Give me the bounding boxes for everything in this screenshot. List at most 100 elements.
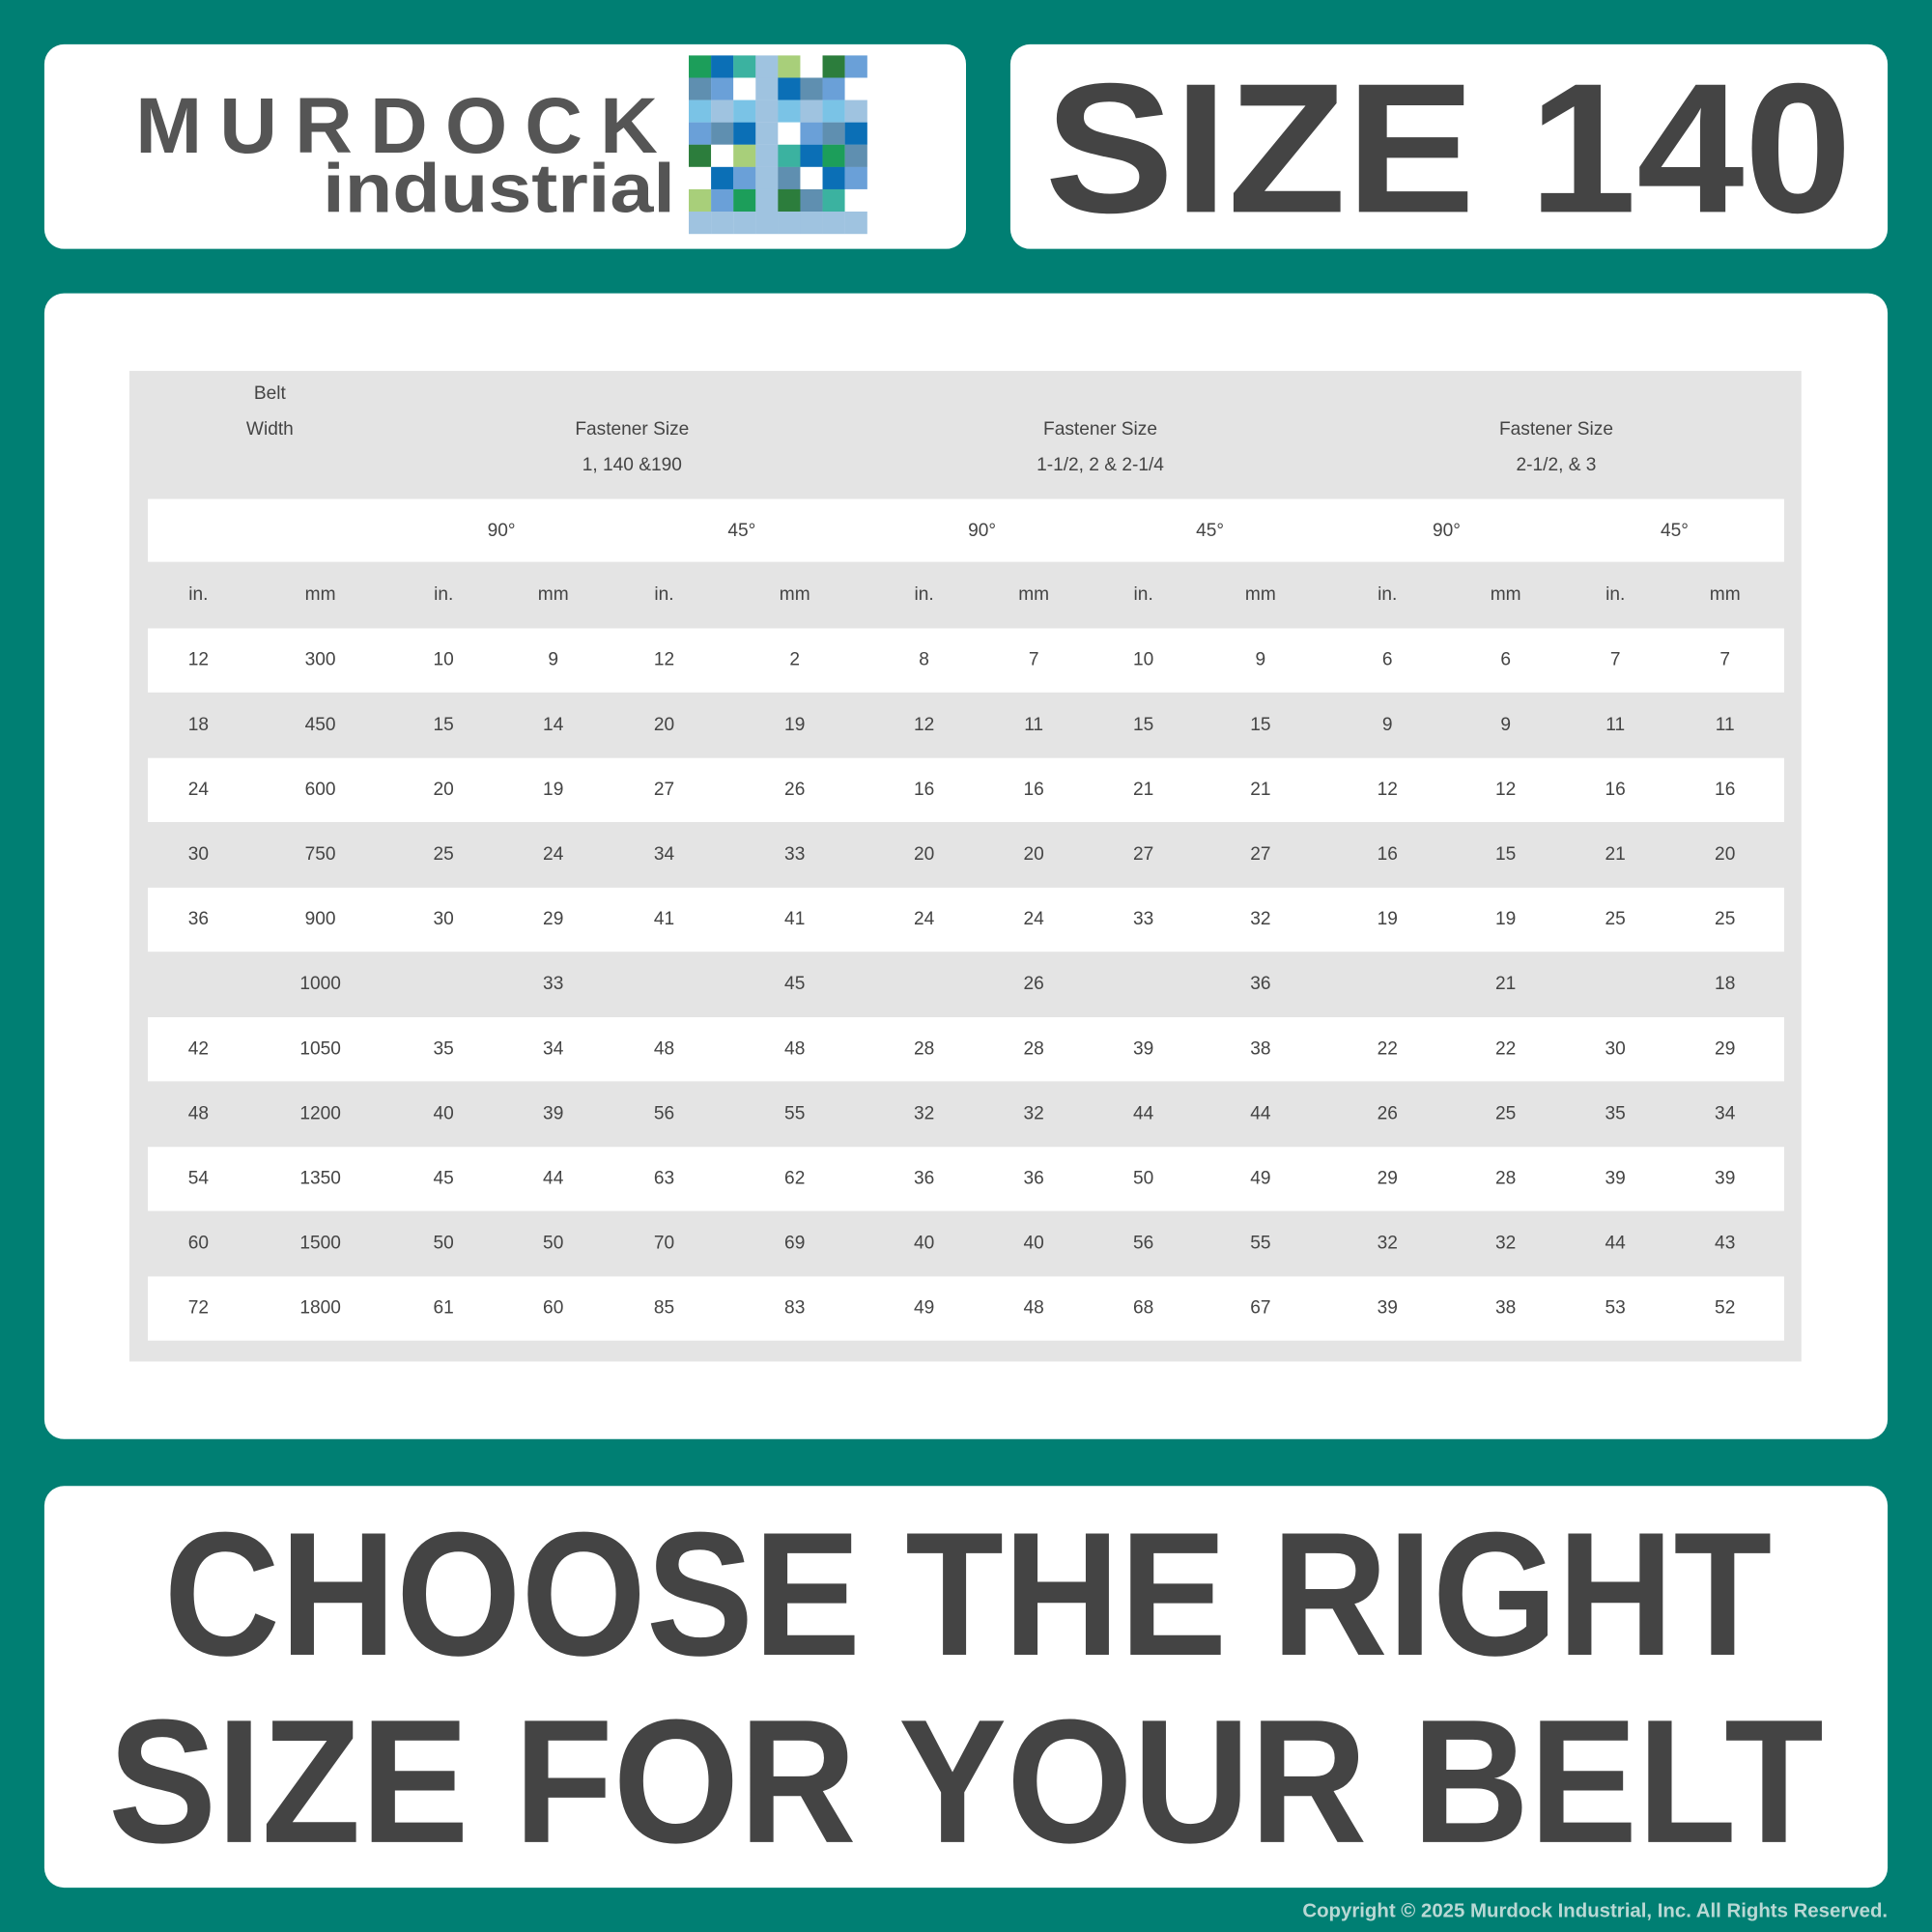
- mosaic-tile: [689, 77, 712, 100]
- table-cell: 29: [1715, 1038, 1735, 1059]
- table-cell: 7: [1719, 650, 1730, 670]
- table-cell: 20: [1715, 844, 1735, 865]
- table-cell: 25: [1495, 1103, 1516, 1123]
- table-cell: 69: [784, 1234, 805, 1254]
- table-cell: 29: [543, 909, 563, 929]
- table-cell: 21: [1250, 780, 1270, 800]
- mosaic-tile: [844, 55, 867, 78]
- mosaic-tile: [844, 122, 867, 145]
- table-cell: 1000: [299, 974, 341, 994]
- table-cell: 32: [1378, 1234, 1398, 1254]
- table-cell: 43: [1715, 1234, 1735, 1254]
- table-cell: 6: [1500, 650, 1511, 670]
- tagline-line: CHOOSE THE RIGHT: [164, 1495, 1773, 1692]
- angle-header: 45°: [1661, 521, 1689, 541]
- table-cell: 48: [1024, 1298, 1044, 1319]
- tagline-line: SIZE FOR YOUR BELT: [108, 1683, 1824, 1880]
- group-header: Fastener Size: [1043, 419, 1157, 440]
- angle-header: 90°: [488, 521, 516, 541]
- mosaic-tile: [733, 166, 756, 190]
- row-band: [148, 1276, 1784, 1341]
- row-band: [148, 1147, 1784, 1211]
- mosaic-tile: [822, 55, 845, 78]
- table-cell: 49: [914, 1298, 934, 1319]
- unit-header: mm: [780, 584, 810, 605]
- table-cell: 1350: [299, 1168, 341, 1188]
- mosaic-tile: [755, 166, 779, 190]
- mosaic-tile: [689, 55, 712, 78]
- table-cell: 83: [784, 1298, 805, 1319]
- angle-row-band: [148, 498, 1784, 562]
- mosaic-tile: [733, 188, 756, 213]
- table-cell: 34: [654, 844, 675, 865]
- table-cell: 19: [1378, 909, 1398, 929]
- mosaic-tile: [822, 212, 845, 235]
- mosaic-tile: [778, 212, 801, 235]
- table-cell: 42: [188, 1038, 209, 1059]
- table-cell: 39: [1378, 1298, 1398, 1319]
- unit-header: in.: [188, 584, 208, 605]
- table-cell: 68: [1133, 1298, 1153, 1319]
- mosaic-tile: [822, 99, 845, 123]
- mosaic-tile: [689, 144, 712, 167]
- table-cell: 20: [654, 715, 674, 735]
- copyright: Copyright © 2025 Murdock Industrial, Inc…: [1302, 1901, 1888, 1922]
- table-cell: 1800: [299, 1298, 341, 1319]
- table-cell: 36: [1024, 1168, 1044, 1188]
- mosaic-tile: [689, 99, 712, 123]
- table-cell: 18: [188, 715, 209, 735]
- table-cell: 15: [434, 715, 454, 735]
- mosaic-tile: [689, 166, 712, 190]
- mosaic-tile: [800, 99, 823, 123]
- table-cell: 21: [1133, 780, 1153, 800]
- table-cell: 11: [1024, 715, 1043, 735]
- mosaic-tile: [733, 77, 756, 100]
- table-cell: 54: [188, 1168, 210, 1188]
- table-cell: 900: [305, 909, 336, 929]
- group-header: Fastener Size: [575, 419, 689, 440]
- belt-width-header: Belt: [254, 384, 287, 404]
- unit-header: in.: [434, 584, 453, 605]
- row-band: [148, 628, 1784, 693]
- mosaic-tile: [800, 122, 823, 145]
- table-cell: 32: [914, 1103, 934, 1123]
- table-cell: 35: [1605, 1103, 1626, 1123]
- table-cell: 7: [1029, 650, 1039, 670]
- table-cell: 55: [1250, 1234, 1270, 1254]
- table-cell: 20: [914, 844, 934, 865]
- table-cell: 9: [1256, 650, 1266, 670]
- table-cell: 16: [1024, 780, 1044, 800]
- angle-header: 90°: [968, 521, 996, 541]
- table-cell: 6: [1382, 650, 1393, 670]
- table-cell: 72: [188, 1298, 209, 1319]
- table-cell: 10: [1133, 650, 1153, 670]
- table-cell: 38: [1495, 1298, 1516, 1319]
- table-cell: 36: [914, 1168, 934, 1188]
- group-sizes: 1-1/2, 2 & 2-1/4: [1037, 455, 1164, 475]
- mosaic-tile: [778, 55, 801, 78]
- mosaic-tile: [733, 212, 756, 235]
- table-cell: 28: [1495, 1168, 1516, 1188]
- table-cell: 33: [1133, 909, 1153, 929]
- mosaic-tile: [711, 55, 734, 78]
- table-cell: 1050: [299, 1038, 341, 1059]
- size-card: [1009, 43, 1889, 249]
- unit-header: in.: [1378, 584, 1397, 605]
- mosaic-tile: [822, 77, 845, 100]
- mosaic-tile: [778, 144, 801, 167]
- table-cell: 40: [914, 1234, 934, 1254]
- mosaic-tile: [778, 99, 801, 123]
- mosaic-tile: [755, 77, 779, 100]
- unit-header: in.: [1605, 584, 1625, 605]
- table-cell: 8: [919, 650, 929, 670]
- table-cell: 12: [914, 715, 934, 735]
- mosaic-tile: [755, 144, 779, 167]
- mosaic-tile: [711, 212, 734, 235]
- mosaic-tile: [844, 144, 867, 167]
- table-cell: 19: [1495, 909, 1516, 929]
- mosaic-tile: [778, 188, 801, 213]
- mosaic-tile: [755, 99, 779, 123]
- table-cell: 11: [1605, 715, 1625, 735]
- mosaic-tile: [800, 77, 823, 100]
